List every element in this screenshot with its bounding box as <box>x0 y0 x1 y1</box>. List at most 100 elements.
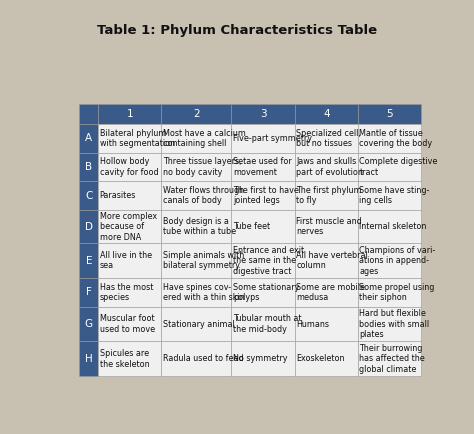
Text: C: C <box>85 191 92 201</box>
Text: First muscle and
nerves: First muscle and nerves <box>296 217 362 237</box>
Text: Specialized cell,
but no tissues: Specialized cell, but no tissues <box>296 128 361 148</box>
Bar <box>80 104 98 124</box>
Text: Most have a calcium
containing shell: Most have a calcium containing shell <box>163 128 246 148</box>
Bar <box>162 278 231 307</box>
Text: Champions of vari-
ations in append-
ages: Champions of vari- ations in append- age… <box>359 246 436 276</box>
Bar <box>358 243 421 278</box>
Bar <box>98 210 162 243</box>
Bar <box>231 104 295 124</box>
Text: Mantle of tissue
covering the body: Mantle of tissue covering the body <box>359 128 432 148</box>
Text: Simple animals with
bilateral symmetry: Simple animals with bilateral symmetry <box>163 251 244 270</box>
Text: Body design is a
tube within a tube: Body design is a tube within a tube <box>163 217 236 237</box>
Text: Jaws and skulls
part of evolution: Jaws and skulls part of evolution <box>296 157 363 177</box>
Bar <box>231 181 295 210</box>
Bar <box>162 307 231 342</box>
Bar <box>295 181 358 210</box>
Bar <box>80 342 98 376</box>
Bar <box>80 153 98 181</box>
Text: All live in the
sea: All live in the sea <box>100 251 152 270</box>
Text: Three tissue layers,
no body cavity: Three tissue layers, no body cavity <box>163 157 241 177</box>
Bar <box>162 210 231 243</box>
Text: Tube feet: Tube feet <box>233 222 270 231</box>
Bar <box>80 278 98 307</box>
Text: Some propel using
their siphon: Some propel using their siphon <box>359 283 435 302</box>
Text: A: A <box>85 133 92 143</box>
Bar <box>295 243 358 278</box>
Bar <box>231 278 295 307</box>
Text: Muscular foot
used to move: Muscular foot used to move <box>100 314 155 334</box>
Text: B: B <box>85 162 92 172</box>
Bar <box>231 342 295 376</box>
Text: Humans: Humans <box>296 319 329 329</box>
Text: Their burrowing
has affected the
global climate: Their burrowing has affected the global … <box>359 344 425 374</box>
Bar <box>98 124 162 153</box>
Bar <box>98 104 162 124</box>
Bar <box>162 181 231 210</box>
Text: 5: 5 <box>386 109 393 119</box>
Text: Hollow body
cavity for food: Hollow body cavity for food <box>100 157 158 177</box>
Text: 4: 4 <box>323 109 329 119</box>
Bar <box>295 210 358 243</box>
Text: All have vertebral
column: All have vertebral column <box>296 251 368 270</box>
Bar <box>295 124 358 153</box>
Bar <box>295 307 358 342</box>
Bar <box>162 243 231 278</box>
Bar <box>80 307 98 342</box>
Bar <box>358 342 421 376</box>
Bar <box>295 153 358 181</box>
Text: D: D <box>85 222 93 232</box>
Text: Internal skeleton: Internal skeleton <box>359 222 427 231</box>
Text: More complex
because of
more DNA: More complex because of more DNA <box>100 212 157 242</box>
Text: Water flows through
canals of body: Water flows through canals of body <box>163 186 244 205</box>
Bar <box>98 307 162 342</box>
Text: Stationary animal: Stationary animal <box>163 319 235 329</box>
Text: 2: 2 <box>193 109 200 119</box>
Text: Radula used to feed: Radula used to feed <box>163 354 244 363</box>
Text: Have spines cov-
ered with a thin skin: Have spines cov- ered with a thin skin <box>163 283 245 302</box>
Bar <box>98 243 162 278</box>
Text: Setae used for
movement: Setae used for movement <box>233 157 292 177</box>
Text: H: H <box>85 354 93 364</box>
Bar <box>231 153 295 181</box>
Bar <box>295 342 358 376</box>
Bar <box>295 104 358 124</box>
Text: Entrance and exit
the same in the
digestive tract: Entrance and exit the same in the digest… <box>233 246 304 276</box>
Text: The first phylum
to fly: The first phylum to fly <box>296 186 362 205</box>
Bar <box>358 181 421 210</box>
Text: Five-part symmetry: Five-part symmetry <box>233 134 312 143</box>
Text: Exoskeleton: Exoskeleton <box>296 354 345 363</box>
Bar <box>358 307 421 342</box>
Bar <box>231 210 295 243</box>
Text: Hard but flexible
bodies with small
plates: Hard but flexible bodies with small plat… <box>359 309 429 339</box>
Text: The first to have
jointed legs: The first to have jointed legs <box>233 186 299 205</box>
Bar <box>358 124 421 153</box>
Text: 1: 1 <box>127 109 133 119</box>
Text: Some have sting-
ing cells: Some have sting- ing cells <box>359 186 430 205</box>
Bar <box>80 243 98 278</box>
Bar <box>98 181 162 210</box>
Bar <box>98 278 162 307</box>
Bar <box>98 342 162 376</box>
Bar <box>80 124 98 153</box>
Bar <box>162 153 231 181</box>
Text: Some stationary
polyps: Some stationary polyps <box>233 283 299 302</box>
Bar <box>162 342 231 376</box>
Text: Some are mobile
medusa: Some are mobile medusa <box>296 283 365 302</box>
Text: E: E <box>86 256 92 266</box>
Text: Has the most
species: Has the most species <box>100 283 153 302</box>
Bar <box>80 210 98 243</box>
Text: G: G <box>85 319 93 329</box>
Text: Spicules are
the skeleton: Spicules are the skeleton <box>100 349 149 368</box>
Text: No symmetry: No symmetry <box>233 354 287 363</box>
Text: Table 1: Phylum Characteristics Table: Table 1: Phylum Characteristics Table <box>97 24 377 37</box>
Bar <box>358 278 421 307</box>
Text: 3: 3 <box>260 109 266 119</box>
Bar <box>295 278 358 307</box>
Bar <box>358 153 421 181</box>
Bar <box>162 124 231 153</box>
Bar <box>80 181 98 210</box>
Bar <box>358 210 421 243</box>
Bar <box>358 104 421 124</box>
Bar <box>98 153 162 181</box>
Text: Parasites: Parasites <box>100 191 136 200</box>
